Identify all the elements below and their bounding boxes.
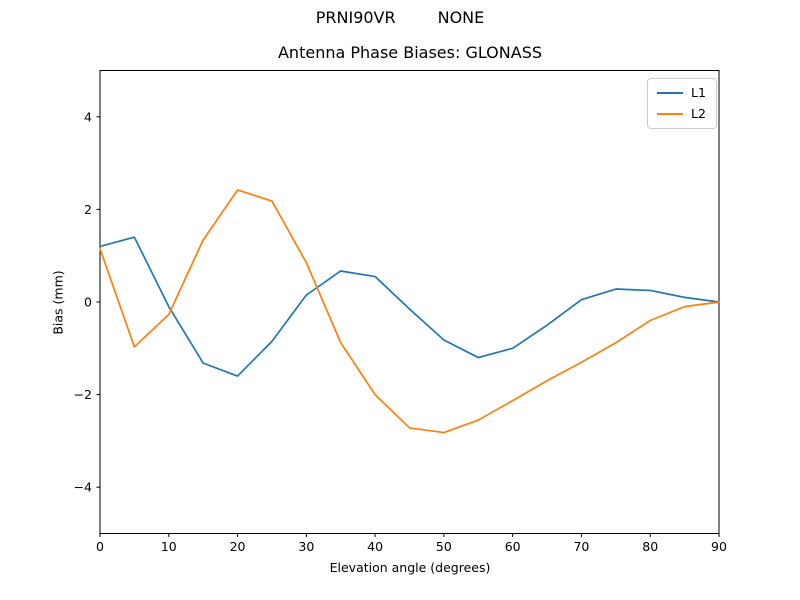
legend-item-l1: L1	[657, 86, 706, 100]
axes-title: Antenna Phase Biases: GLONASS	[277, 43, 542, 62]
legend-label-l1: L1	[691, 85, 706, 100]
x-axis-tick-label: 40	[367, 539, 383, 554]
x-axis-tick-label: 20	[230, 539, 246, 554]
y-axis-tick-label: 4	[84, 109, 92, 124]
suptitle-station: PRNI90VR	[315, 8, 396, 27]
y-axis-tick-label: 2	[84, 202, 92, 217]
y-axis-tick-label: −2	[74, 387, 92, 402]
figure-suptitle: PRNI90VR NONE	[0, 8, 800, 28]
y-axis-tick-label: −4	[74, 480, 92, 495]
l2-line-swatch	[657, 113, 683, 115]
x-axis-tick-label: 90	[711, 539, 727, 554]
legend-item-l2: L2	[657, 107, 706, 121]
x-axis-tick-label: 0	[96, 539, 104, 554]
x-axis-tick-label: 50	[436, 539, 452, 554]
x-axis-tick-label: 60	[505, 539, 521, 554]
x-axis-tick-label: 80	[642, 539, 658, 554]
l1-line	[99, 236, 720, 377]
y-axis-tick-label: 0	[84, 295, 92, 310]
l1-line-swatch	[657, 92, 683, 94]
x-axis-tick-label: 70	[573, 539, 589, 554]
y-axis-label: Bias (mm)	[50, 270, 66, 335]
legend: L1 L2	[647, 78, 717, 129]
x-axis-tick-label: 10	[161, 539, 177, 554]
plot-frame	[99, 70, 720, 534]
l2-line	[99, 189, 720, 434]
legend-label-l2: L2	[691, 106, 706, 121]
suptitle-receiver: NONE	[437, 8, 485, 27]
x-axis-tick-label: 30	[298, 539, 314, 554]
x-axis-label: Elevation angle (degrees)	[329, 560, 491, 575]
